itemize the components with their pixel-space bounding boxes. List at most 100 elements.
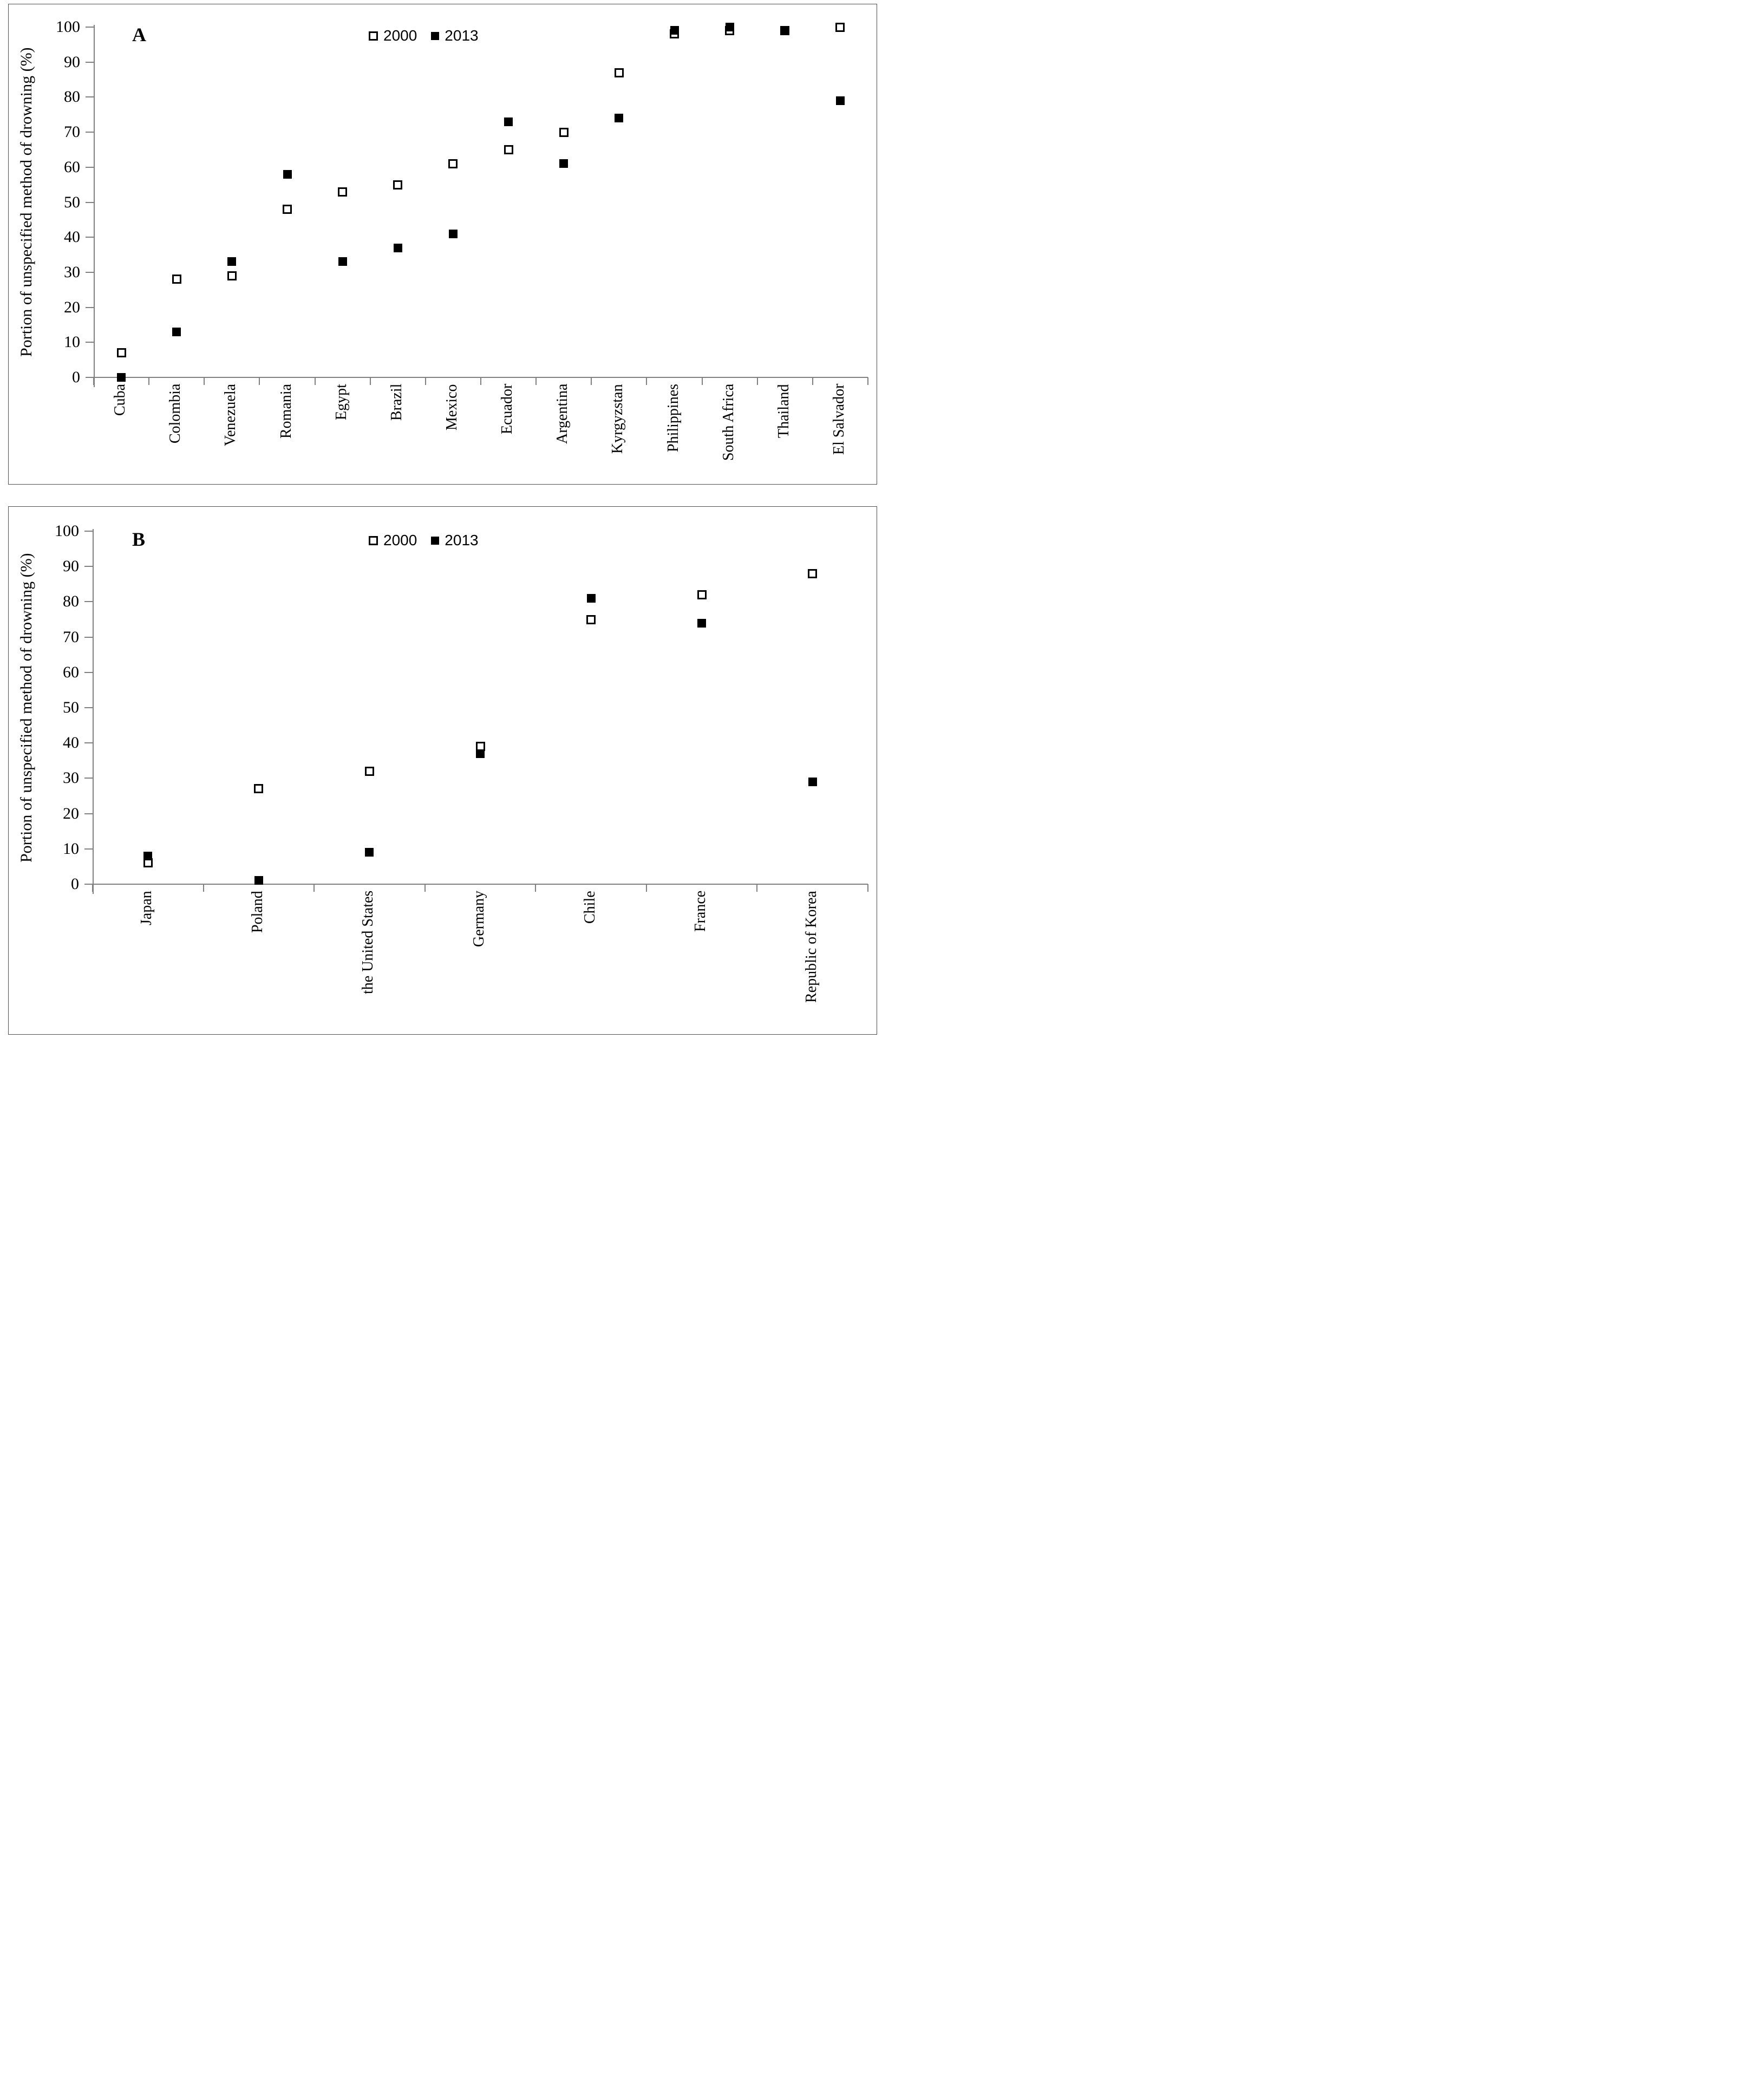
y-tick-mark xyxy=(86,61,94,63)
y-tick-label: 90 xyxy=(64,53,80,71)
y-tick-label: 70 xyxy=(63,628,79,646)
panel-letter-b: B xyxy=(132,528,146,550)
data-point-2000-the-united-states xyxy=(364,766,374,776)
x-axis-line xyxy=(84,884,868,885)
data-point-2013-egypt xyxy=(338,257,347,266)
category-label: Chile xyxy=(581,891,598,924)
category-label: Ecuador xyxy=(499,384,516,435)
data-point-2013-japan xyxy=(143,851,153,860)
chart-panel-b: B Portion of unspecified method of drowni… xyxy=(8,506,877,1035)
y-tick-label: 60 xyxy=(63,663,79,681)
data-point-2013-colombia xyxy=(172,327,181,336)
legend: 2000 2013 xyxy=(369,533,479,548)
category-label: Mexico xyxy=(443,384,460,430)
x-tick-mark xyxy=(202,884,204,892)
y-axis-title: Portion of unspecified method of drownin… xyxy=(17,47,35,357)
data-point-2000-mexico xyxy=(448,159,458,168)
legend-label-2013: 2013 xyxy=(445,532,479,548)
figure: A Portion of unspecified method of drowni… xyxy=(0,0,882,1038)
x-tick-mark xyxy=(424,377,426,385)
data-point-2000-colombia xyxy=(172,275,181,284)
category-label: Poland xyxy=(249,891,266,933)
legend-label-2000: 2000 xyxy=(383,27,417,44)
y-tick-mark xyxy=(84,601,93,603)
y-tick-label: 50 xyxy=(64,193,80,211)
x-tick-mark xyxy=(314,377,316,385)
category-label: South Africa xyxy=(720,384,737,461)
data-point-2000-egypt xyxy=(338,187,348,197)
x-tick-mark xyxy=(204,377,205,385)
y-tick-mark xyxy=(86,166,94,168)
y-tick-mark xyxy=(84,671,93,673)
y-tick-mark xyxy=(86,306,94,308)
y-tick-mark xyxy=(84,636,93,638)
y-tick-label: 0 xyxy=(72,368,80,386)
y-tick-label: 0 xyxy=(71,875,79,893)
data-point-2000-romania xyxy=(283,204,292,214)
data-point-2013-romania xyxy=(283,169,292,179)
x-tick-mark xyxy=(591,377,592,385)
y-tick-mark xyxy=(86,201,94,203)
data-point-2000-chile xyxy=(586,615,596,624)
y-tick-label: 100 xyxy=(55,522,79,540)
y-axis-title: Portion of unspecified method of drownin… xyxy=(17,553,35,863)
category-label: El Salvador xyxy=(830,384,847,455)
plot-area: 0 10 20 30 40 50 60 70 80 90 100 xyxy=(55,523,868,894)
x-tick-mark xyxy=(535,377,537,385)
x-tick-mark xyxy=(756,884,758,892)
data-point-2013-thailand xyxy=(780,26,789,35)
data-point-2013-germany xyxy=(476,749,485,758)
y-tick-mark xyxy=(84,707,93,708)
legend-item-2013: 2013 xyxy=(431,532,479,548)
plot-area: 0 10 20 30 40 50 60 70 80 90 100 xyxy=(56,19,868,387)
data-point-2013-chile xyxy=(586,593,596,603)
y-tick-mark xyxy=(84,848,93,850)
data-point-2013-poland xyxy=(254,876,263,885)
y-axis-line xyxy=(94,25,95,387)
data-point-2000-el-salvador xyxy=(835,22,845,32)
x-axis-line xyxy=(86,377,868,378)
category-label: Cuba xyxy=(112,384,129,416)
filled-square-icon xyxy=(431,536,440,545)
y-tick-label: 30 xyxy=(64,263,80,281)
data-point-2000-ecuador xyxy=(504,145,513,154)
data-point-2013-mexico xyxy=(448,229,458,238)
data-point-2000-venezuela xyxy=(227,271,237,280)
x-tick-mark xyxy=(148,377,150,385)
open-square-icon xyxy=(369,31,378,41)
y-tick-mark xyxy=(84,813,93,814)
legend-item-2000: 2000 xyxy=(369,28,417,43)
data-point-2013-venezuela xyxy=(227,257,237,266)
data-point-2013-el-salvador xyxy=(835,96,845,105)
y-tick-mark xyxy=(86,96,94,98)
legend-item-2013: 2013 xyxy=(431,27,479,44)
category-label: Egypt xyxy=(332,384,350,420)
data-point-2000-brazil xyxy=(393,180,403,190)
y-tick-mark xyxy=(86,271,94,273)
data-point-2013-ecuador xyxy=(504,117,513,126)
y-tick-label: 100 xyxy=(56,18,80,36)
data-point-2013-republic-of-korea xyxy=(808,777,817,786)
y-tick-mark xyxy=(84,778,93,779)
category-label: Argentina xyxy=(554,384,571,445)
x-tick-mark xyxy=(645,884,647,892)
category-label: Colombia xyxy=(167,384,184,444)
data-point-2000-kyrgyzstan xyxy=(614,68,624,77)
category-label: Philippines xyxy=(664,384,682,453)
open-square-icon xyxy=(369,535,378,545)
x-tick-mark xyxy=(867,884,868,892)
category-label: Japan xyxy=(138,891,155,925)
y-tick-label: 40 xyxy=(63,734,79,752)
category-label: Venezuela xyxy=(222,384,239,447)
data-point-2000-republic-of-korea xyxy=(808,569,818,578)
x-tick-mark xyxy=(756,377,758,385)
category-label: France xyxy=(692,891,709,932)
data-point-2013-argentina xyxy=(559,159,569,168)
x-tick-mark xyxy=(369,377,371,385)
y-tick-mark xyxy=(84,742,93,744)
legend-label-2013: 2013 xyxy=(445,27,479,44)
x-tick-mark xyxy=(93,377,94,385)
y-axis-line xyxy=(93,529,94,894)
data-point-2013-cuba xyxy=(117,373,126,382)
data-point-2013-south-africa xyxy=(725,23,734,31)
